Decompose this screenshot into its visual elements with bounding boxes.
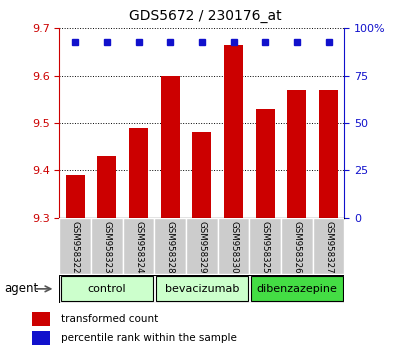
Text: GSM958322: GSM958322 (71, 221, 80, 273)
Bar (154, 218, 186, 274)
Text: GSM958329: GSM958329 (197, 221, 206, 273)
Bar (59, 275, 344, 303)
Text: control: control (88, 284, 126, 294)
Bar (65, 175, 85, 218)
Bar (192, 132, 211, 218)
Text: agent: agent (4, 282, 38, 295)
Text: GSM958325: GSM958325 (260, 221, 269, 273)
Text: GSM958326: GSM958326 (292, 221, 301, 273)
Text: GSM958330: GSM958330 (229, 221, 238, 273)
Text: GSM958328: GSM958328 (165, 221, 174, 273)
Bar (122, 218, 154, 274)
Text: bevacizumab: bevacizumab (164, 284, 238, 294)
Bar (281, 218, 312, 274)
Bar (59, 218, 91, 274)
Bar (255, 109, 274, 218)
Bar (186, 218, 217, 274)
Bar (318, 90, 337, 218)
Bar (312, 218, 344, 274)
Text: transformed count: transformed count (61, 314, 158, 324)
Bar (31, 312, 50, 326)
Bar (250, 276, 342, 301)
Text: percentile rank within the sample: percentile rank within the sample (61, 333, 236, 343)
Text: GSM958323: GSM958323 (102, 221, 111, 273)
Bar (156, 276, 247, 301)
Text: GSM958324: GSM958324 (134, 221, 143, 273)
Bar (61, 276, 153, 301)
Bar (91, 218, 122, 274)
Text: GDS5672 / 230176_at: GDS5672 / 230176_at (128, 9, 281, 23)
Text: GSM958327: GSM958327 (323, 221, 332, 273)
Bar (249, 218, 281, 274)
Bar (160, 76, 179, 218)
Bar (287, 90, 306, 218)
Bar (224, 45, 243, 218)
Text: dibenzazepine: dibenzazepine (256, 284, 337, 294)
Bar (129, 128, 148, 218)
Bar (31, 331, 50, 345)
Bar (97, 156, 116, 218)
Bar (217, 218, 249, 274)
